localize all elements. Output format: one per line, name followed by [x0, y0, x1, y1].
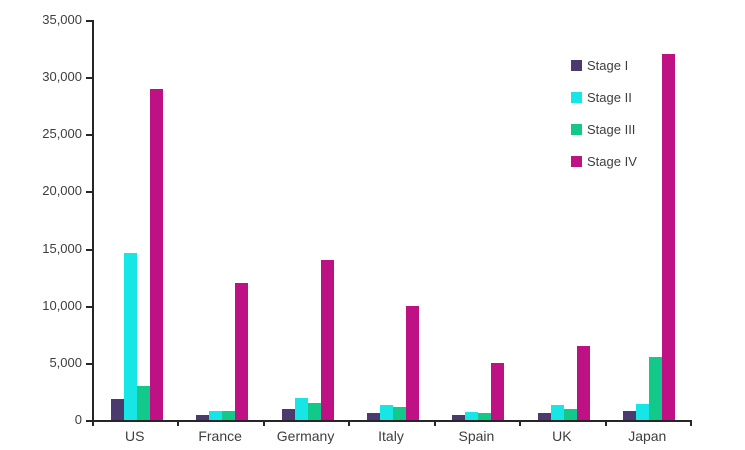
bar-italy-stage-iii: [392, 407, 406, 420]
y-axis-tick-mark: [86, 305, 92, 308]
legend-item-stage-iv: Stage IV: [571, 154, 637, 169]
y-axis-tick-label: 30,000: [42, 69, 82, 85]
bar-uk-stage-i: [537, 413, 551, 420]
legend-item-stage-i: Stage I: [571, 58, 637, 73]
bar-france-stage-ii: [209, 410, 223, 420]
bar-spain-stage-iii: [478, 413, 492, 420]
bar-japan-stage-iii: [649, 357, 663, 420]
legend-label: Stage II: [587, 90, 632, 105]
bar-japan-stage-ii: [636, 404, 650, 420]
legend-label: Stage I: [587, 58, 629, 73]
bar-us-stage-i: [110, 399, 124, 420]
legend-swatch-icon: [571, 156, 582, 167]
legend: Stage I Stage II Stage III Stage IV: [571, 58, 637, 169]
bar-group-france: [179, 20, 264, 420]
y-axis-tick-mark: [86, 191, 92, 194]
y-axis-tick-label: 25,000: [42, 126, 82, 142]
y-axis-tick-label: 15,000: [42, 240, 82, 256]
x-axis-category-label: Germany: [276, 428, 335, 444]
legend-label: Stage III: [587, 122, 636, 137]
bar-group-germany: [265, 20, 350, 420]
plot-area: Stage I Stage II Stage III Stage IV: [92, 20, 692, 422]
x-axis-tick-mark: [690, 420, 692, 426]
legend-item-stage-iii: Stage III: [571, 122, 637, 137]
x-axis-tick-mark: [519, 420, 522, 426]
bar-italy-stage-ii: [379, 405, 393, 420]
bar-group-us: [94, 20, 179, 420]
x-axis-category-label: Japan: [628, 428, 667, 444]
bar-us-stage-iv: [149, 88, 163, 420]
bar-germany-stage-i: [281, 408, 295, 420]
x-axis-category-label: Italy: [378, 428, 404, 444]
bar-italy-stage-i: [366, 413, 380, 420]
bar-italy-stage-iv: [405, 305, 419, 420]
bar-france-stage-iv: [235, 282, 249, 420]
bar-spain-stage-ii: [465, 412, 479, 420]
y-axis-tick-label: 35,000: [42, 12, 82, 27]
bar-spain-stage-i: [452, 415, 466, 420]
x-axis-tick-mark: [177, 420, 180, 426]
bar-us-stage-ii: [123, 253, 137, 420]
x-axis-tick-mark: [348, 420, 351, 426]
bar-us-stage-iii: [136, 385, 150, 420]
legend-swatch-icon: [571, 124, 582, 135]
x-axis-category-label: Spain: [458, 428, 495, 444]
bar-groups: [94, 20, 692, 420]
y-axis-tick-label: 10,000: [42, 297, 82, 313]
bar-japan-stage-i: [623, 410, 637, 420]
y-axis-tick-mark: [86, 362, 92, 365]
bar-france-stage-iii: [222, 410, 236, 420]
x-axis-category-label: France: [198, 428, 242, 444]
bar-germany-stage-ii: [294, 398, 308, 420]
legend-swatch-icon: [571, 92, 582, 103]
bar-uk-stage-iv: [576, 345, 590, 420]
bar-uk-stage-ii: [550, 405, 564, 420]
bar-group-italy: [350, 20, 435, 420]
bar-uk-stage-iii: [563, 408, 577, 420]
bar-germany-stage-iii: [307, 402, 321, 420]
y-axis-tick-mark: [86, 77, 92, 80]
y-axis-tick-mark: [86, 134, 92, 137]
y-axis-tick-label: 0: [74, 412, 82, 427]
y-axis-tick-mark: [86, 248, 92, 251]
y-axis-tick-mark: [86, 20, 92, 22]
y-axis-tick-mark: [86, 420, 92, 422]
x-axis-category-label: US: [124, 428, 145, 444]
bar-group-japan: [607, 20, 692, 420]
legend-swatch-icon: [571, 60, 582, 71]
bar-japan-stage-iv: [662, 54, 676, 420]
bar-spain-stage-iv: [491, 362, 505, 420]
x-axis-category-label: UK: [552, 428, 572, 444]
x-axis-tick-mark: [92, 420, 94, 426]
y-axis-tick-label: 5,000: [49, 354, 82, 370]
x-axis-tick-mark: [262, 420, 265, 426]
x-axis-tick-mark: [433, 420, 436, 426]
legend-item-stage-ii: Stage II: [571, 90, 637, 105]
bar-group-uk: [521, 20, 606, 420]
x-axis-tick-mark: [604, 420, 607, 426]
legend-label: Stage IV: [587, 154, 637, 169]
y-axis-tick-label: 20,000: [42, 183, 82, 199]
bar-germany-stage-iv: [320, 260, 334, 420]
bar-group-spain: [436, 20, 521, 420]
bar-france-stage-i: [196, 415, 210, 420]
